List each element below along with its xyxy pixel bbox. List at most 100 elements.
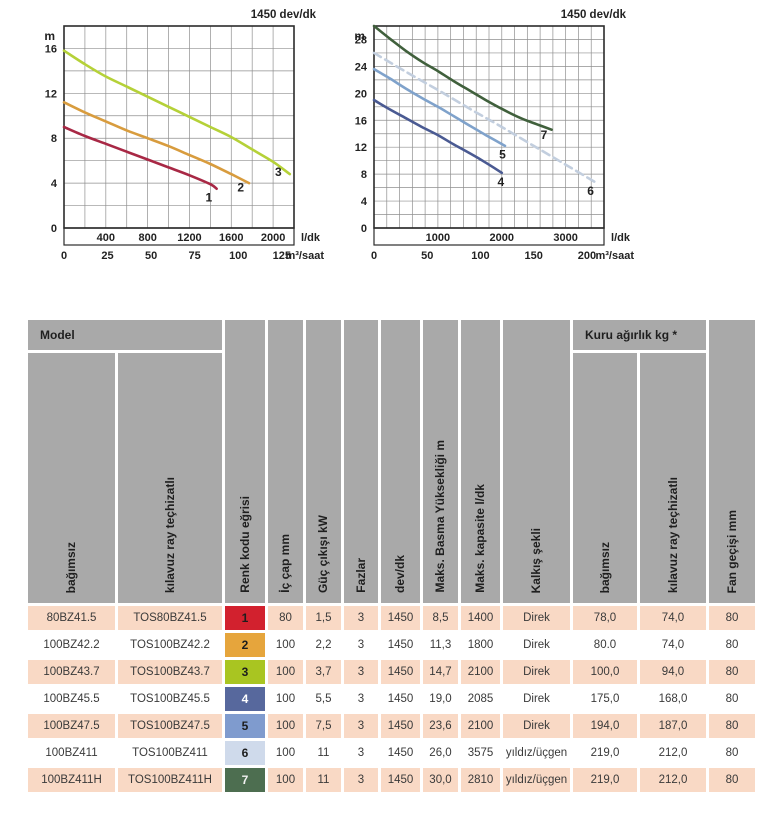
row-2-kuru-bagimsiz: 80.0 [573,633,637,657]
y-tick-label: 0 [51,223,57,235]
x2-tick-label: 50 [421,250,433,262]
row-5-model-bagimsiz: 100BZ47.5 [28,714,115,738]
row-6-model-bagimsiz: 100BZ411 [28,741,115,765]
row-1-fazlar: 3 [344,606,378,630]
plot-frame [63,25,295,229]
row-5-model-kilavuz-ray: TOS100BZ47.5 [118,714,222,738]
row-5-fazlar: 3 [344,714,378,738]
row-6-color-code-badge: 6 [225,741,265,765]
row-3-ic-cap-mm: 100 [268,660,303,684]
pump-curve-charts: 1450 dev/dk m 0 4 8 12 16 400 800 1200 1600 2000 l/d… [20,6,636,264]
row-2-guc-cikisi-kw: 2,2 [306,633,341,657]
x2-tick-label: 75 [189,250,201,262]
curve-2 [62,101,251,185]
column-header-kalkis-sekli: Kalkış şekli [503,320,570,603]
curve-label-7: 7 [541,128,548,142]
x2-tick-label: 0 [61,250,67,262]
column-header-kuru-bagimsiz: bağımsız [573,353,637,603]
column-header-fan-gecisi-mm-label: Fan geçişi mm [724,509,739,593]
row-1-dev-dk: 1450 [381,606,420,630]
row-3-fan-gecisi-mm: 80 [709,660,755,684]
row-6-fazlar: 3 [344,741,378,765]
row-5-ic-cap-mm: 100 [268,714,303,738]
x2-tick-label: 125 [273,250,291,262]
y-tick-label: 8 [361,169,367,181]
row-7-dev-dk: 1450 [381,768,420,792]
curve-label-5: 5 [499,148,506,162]
header-model-group: Model [28,320,222,350]
row-4-fan-gecisi-mm: 80 [709,687,755,711]
column-header-maks-basma-yuksekligi: Maks. Basma Yüksekliği m [423,320,458,603]
x2-axis-unit-label: m³/saat [285,250,324,262]
curve-label-1: 1 [205,191,212,205]
row-7-maks-kapasite: 2810 [461,768,500,792]
y-tick-label: 24 [355,61,368,73]
row-4-guc-cikisi-kw: 5,5 [306,687,341,711]
pump-curve-chart-small: 1450 dev/dk m 0 4 8 12 16 400 800 1200 1600 2000 l/d… [20,6,326,264]
x-tick-label: 1600 [219,232,243,244]
row-7-kalkis-sekli: yıldız/üçgen [503,768,570,792]
curve-5 [372,67,507,148]
row-6-dev-dk: 1450 [381,741,420,765]
row-1-maks-kapasite: 1400 [461,606,500,630]
row-5-kuru-bagimsiz: 194,0 [573,714,637,738]
row-1-model-kilavuz-ray: TOS80BZ41.5 [118,606,222,630]
row-4-fazlar: 3 [344,687,378,711]
row-1-kuru-kilavuz-ray: 74,0 [640,606,706,630]
row-2-model-kilavuz-ray: TOS100BZ42.2 [118,633,222,657]
row-6-maks-kapasite: 3575 [461,741,500,765]
row-5-maks-basma-yuksekligi: 23,6 [423,714,458,738]
row-5-dev-dk: 1450 [381,714,420,738]
column-header-dev-dk-label: dev/dk [393,554,408,593]
x2-axis-unit-label: m³/saat [595,250,634,262]
row-6-guc-cikisi-kw: 11 [306,741,341,765]
row-6-kuru-kilavuz-ray: 212,0 [640,741,706,765]
row-3-fazlar: 3 [344,660,378,684]
row-2-maks-basma-yuksekligi: 11,3 [423,633,458,657]
row-4-model-bagimsiz: 100BZ45.5 [28,687,115,711]
curve-label-3: 3 [275,165,282,179]
y-axis-unit-label: m [354,29,365,43]
y-tick-label: 16 [45,43,57,55]
y-tick-label: 12 [355,142,367,154]
row-1-ic-cap-mm: 80 [268,606,303,630]
row-5-guc-cikisi-kw: 7,5 [306,714,341,738]
row-5-kalkis-sekli: Direk [503,714,570,738]
row-7-kuru-bagimsiz: 219,0 [573,768,637,792]
row-2-kalkis-sekli: Direk [503,633,570,657]
y-tick-label: 0 [361,223,367,235]
pump-curve-chart-large: 1450 dev/dk m 0 4 8 12 16 20 24 28 1000 2000 3000 l/d… [330,6,636,264]
row-4-kuru-bagimsiz: 175,0 [573,687,637,711]
row-1-kuru-bagimsiz: 78,0 [573,606,637,630]
header-kuru-agirlik-group-label: Kuru ağırlık kg * [585,328,678,342]
row-1-guc-cikisi-kw: 1,5 [306,606,341,630]
row-5-maks-kapasite: 2100 [461,714,500,738]
curve-6 [372,51,599,185]
row-1-color-code-badge: 1 [225,606,265,630]
x-axis-strip [373,227,605,246]
row-3-guc-cikisi-kw: 3,7 [306,660,341,684]
y-tick-label: 4 [361,196,368,208]
curve-1 [62,125,218,190]
x2-tick-label: 200 [578,250,596,262]
x-tick-label: 2000 [490,232,514,244]
x-axis-strip [63,227,295,246]
row-5-kuru-kilavuz-ray: 187,0 [640,714,706,738]
row-3-model-kilavuz-ray: TOS100BZ43.7 [118,660,222,684]
column-header-model-kilavuz-ray-label: kılavuz ray teçhizatlı [162,476,177,593]
column-header-renk-kodu-egrisi: Renk kodu eğrisi [225,320,265,603]
row-3-maks-kapasite: 2100 [461,660,500,684]
row-6-ic-cap-mm: 100 [268,741,303,765]
row-4-model-kilavuz-ray: TOS100BZ45.5 [118,687,222,711]
row-3-dev-dk: 1450 [381,660,420,684]
row-5-fan-gecisi-mm: 80 [709,714,755,738]
row-4-dev-dk: 1450 [381,687,420,711]
row-7-guc-cikisi-kw: 11 [306,768,341,792]
column-header-dev-dk: dev/dk [381,320,420,603]
row-3-color-code-badge: 3 [225,660,265,684]
x-tick-label: 2000 [261,232,285,244]
row-7-model-kilavuz-ray: TOS100BZ411H [118,768,222,792]
x-tick-label: 3000 [553,232,577,244]
row-6-kalkis-sekli: yıldız/üçgen [503,741,570,765]
